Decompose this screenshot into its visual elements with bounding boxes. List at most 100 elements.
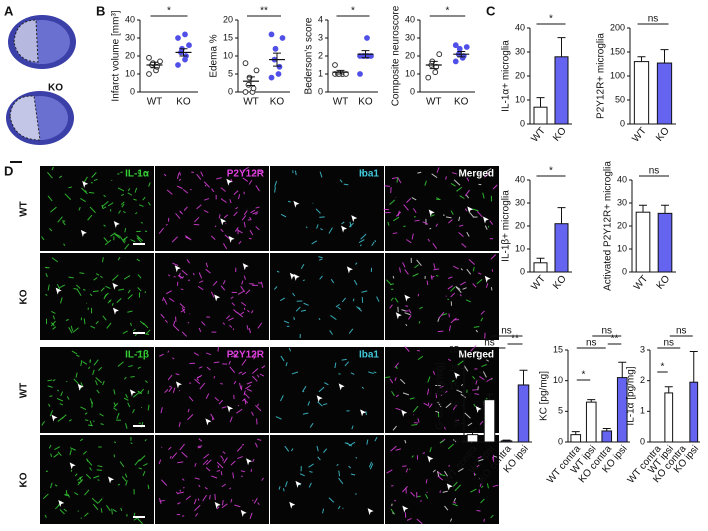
cell-process bbox=[452, 439, 457, 443]
cell-process bbox=[144, 439, 147, 442]
bar bbox=[664, 392, 674, 443]
cell-process bbox=[394, 362, 400, 368]
cell-process bbox=[123, 275, 131, 280]
cell-process bbox=[142, 470, 146, 477]
cell-process bbox=[81, 187, 88, 195]
bar bbox=[554, 56, 569, 125]
cell-process bbox=[120, 201, 125, 205]
cell-process bbox=[93, 277, 98, 281]
arrowhead bbox=[454, 372, 461, 380]
cell-process bbox=[143, 463, 148, 467]
cell-process bbox=[95, 320, 99, 325]
bar bbox=[570, 434, 582, 443]
cell-process bbox=[194, 462, 197, 467]
cell-process bbox=[384, 185, 391, 187]
y-tick-label: 25 bbox=[449, 344, 459, 354]
cell-process bbox=[412, 208, 417, 214]
cell-process bbox=[123, 397, 129, 401]
x-tick-label: KO bbox=[654, 125, 672, 143]
cell-process bbox=[106, 322, 112, 329]
cell-process bbox=[477, 456, 482, 459]
cell-process bbox=[322, 508, 325, 514]
stain-label: IL-1β bbox=[125, 350, 149, 361]
cell-process bbox=[464, 412, 471, 419]
cell-process bbox=[253, 353, 257, 360]
cell-process bbox=[181, 331, 188, 337]
data-point bbox=[425, 74, 432, 81]
cell-process bbox=[179, 443, 185, 451]
cell-process bbox=[320, 228, 323, 231]
cell-process bbox=[432, 469, 436, 473]
cell-process bbox=[193, 352, 199, 356]
cell-process bbox=[474, 393, 480, 395]
error-bar bbox=[664, 386, 673, 393]
cell-process bbox=[318, 258, 323, 261]
panel-a-images bbox=[6, 15, 76, 163]
cell-process bbox=[352, 298, 355, 302]
cell-process bbox=[58, 175, 63, 179]
cell-process bbox=[323, 448, 328, 453]
cell-process bbox=[395, 407, 401, 411]
y-tick-label: 40 bbox=[515, 22, 525, 32]
y-tick-label: 3 bbox=[318, 32, 323, 42]
arrowhead bbox=[446, 483, 453, 491]
cell-process bbox=[206, 459, 212, 466]
arrowhead bbox=[82, 180, 89, 188]
cell-process bbox=[417, 495, 421, 498]
cell-process bbox=[203, 453, 210, 459]
arrowhead bbox=[289, 501, 296, 509]
cell-process bbox=[309, 471, 313, 473]
x-tick-label: WT bbox=[529, 274, 547, 293]
cell-process bbox=[231, 302, 236, 306]
cell-process bbox=[425, 479, 428, 484]
cell-process bbox=[360, 233, 367, 240]
bar bbox=[466, 434, 479, 443]
cell-process bbox=[127, 294, 133, 300]
cell-process bbox=[316, 445, 319, 452]
cell-process bbox=[243, 221, 246, 228]
cell-process bbox=[230, 355, 234, 358]
stain-label: Iba1 bbox=[359, 169, 379, 180]
row-label: WT bbox=[19, 201, 30, 217]
cell-process bbox=[252, 368, 259, 374]
cell-process bbox=[431, 173, 438, 179]
cell-process bbox=[460, 383, 464, 387]
cell-process bbox=[181, 478, 185, 481]
cell-process bbox=[480, 498, 485, 504]
cell-process bbox=[243, 390, 246, 396]
micrograph bbox=[385, 166, 499, 251]
cell-process bbox=[389, 378, 394, 384]
cell-process bbox=[185, 495, 192, 501]
cell-process bbox=[181, 451, 188, 458]
cell-process bbox=[168, 446, 172, 450]
data-point bbox=[456, 45, 463, 52]
cell-process bbox=[341, 221, 345, 225]
cell-process bbox=[103, 224, 106, 227]
cell-process bbox=[257, 502, 260, 506]
cell-process bbox=[202, 459, 209, 466]
significance-label: ** bbox=[260, 6, 268, 17]
cell-process bbox=[205, 393, 210, 399]
cell-process bbox=[85, 474, 92, 479]
cell-process bbox=[427, 376, 431, 383]
cell-process bbox=[84, 419, 89, 422]
cell-process bbox=[406, 517, 412, 521]
cell-process bbox=[142, 196, 146, 201]
cell-process bbox=[411, 197, 417, 201]
cell-process bbox=[458, 231, 464, 238]
cell-process bbox=[71, 350, 78, 355]
cell-process bbox=[287, 200, 291, 203]
error-bar bbox=[429, 60, 438, 70]
cell-process bbox=[68, 276, 74, 279]
cell-process bbox=[130, 442, 133, 445]
cell-process bbox=[318, 256, 323, 259]
x-tick-label: KO bbox=[454, 97, 469, 108]
cell-process bbox=[330, 315, 337, 321]
cell-process bbox=[223, 457, 228, 464]
cell-process bbox=[328, 227, 333, 234]
cell-process bbox=[402, 262, 406, 268]
cell-process bbox=[274, 180, 278, 187]
bar bbox=[635, 211, 651, 273]
cell-process bbox=[450, 183, 456, 187]
